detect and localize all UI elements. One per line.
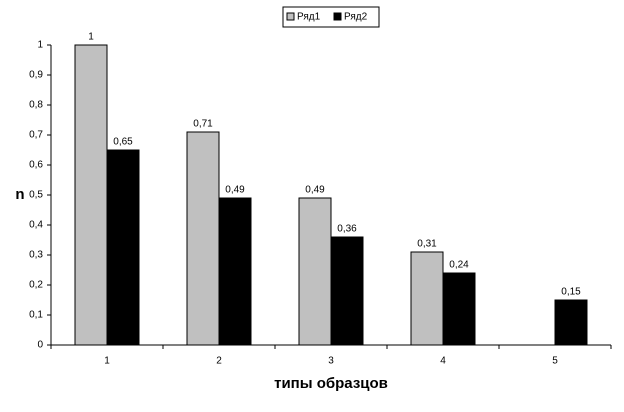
- bar: [410, 251, 444, 346]
- legend-swatch: [333, 12, 342, 21]
- x-tick-label: 1: [104, 356, 110, 367]
- y-tick-label: 1: [37, 40, 43, 51]
- bar: [74, 44, 108, 346]
- value-label: 0,15: [561, 287, 581, 298]
- y-tick-label: 0,7: [29, 130, 43, 141]
- y-tick-label: 0,6: [29, 160, 43, 171]
- value-label: 0,36: [337, 224, 357, 235]
- x-tick-label: 4: [440, 356, 446, 367]
- y-tick-label: 0: [37, 340, 43, 351]
- value-label: 0,49: [305, 185, 325, 196]
- y-tick-label: 0,5: [29, 190, 43, 201]
- y-tick-label: 0,9: [29, 70, 43, 81]
- legend-swatch: [286, 12, 295, 21]
- x-tick-label: 3: [328, 356, 334, 367]
- value-label: 0,49: [225, 185, 245, 196]
- legend-label: Ряд1: [297, 12, 321, 23]
- bar: [106, 149, 140, 346]
- bar: [186, 131, 220, 346]
- bar: [442, 272, 476, 346]
- y-axis-title: n: [15, 186, 24, 203]
- value-label: 0,65: [113, 137, 133, 148]
- bar: [554, 299, 588, 346]
- y-tick-label: 0,2: [29, 280, 43, 291]
- y-tick-label: 0,4: [29, 220, 43, 231]
- value-label: 0,24: [449, 260, 469, 271]
- x-axis-title: типы образцов: [274, 375, 388, 392]
- legend-label: Ряд2: [344, 12, 368, 23]
- x-tick-label: 2: [216, 356, 222, 367]
- bar: [218, 197, 252, 346]
- legend-box: [282, 6, 380, 28]
- bar: [330, 236, 364, 346]
- y-tick-label: 0,1: [29, 310, 43, 321]
- y-tick-label: 0,3: [29, 250, 43, 261]
- value-label: 0,31: [417, 239, 437, 250]
- bar: [298, 197, 332, 346]
- value-label: 0,71: [193, 119, 213, 130]
- x-tick-label: 5: [552, 356, 558, 367]
- value-label: 1: [88, 32, 94, 43]
- y-tick-label: 0,8: [29, 100, 43, 111]
